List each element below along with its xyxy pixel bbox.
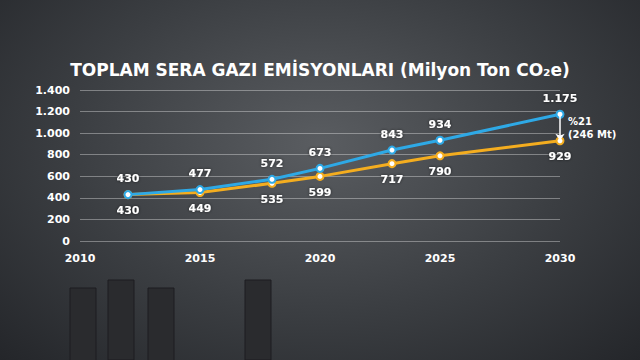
svg-text:TOPLAM SERA GAZI EMİSYONLARI (: TOPLAM SERA GAZI EMİSYONLARI (Milyon Ton… <box>70 59 570 80</box>
svg-text:200: 200 <box>47 213 70 226</box>
svg-text:1.000: 1.000 <box>35 127 70 140</box>
svg-text:2030: 2030 <box>545 252 576 265</box>
svg-text:400: 400 <box>47 191 70 204</box>
svg-text:430: 430 <box>117 204 140 217</box>
svg-text:477: 477 <box>189 167 212 180</box>
svg-text:790: 790 <box>429 165 452 178</box>
svg-text:800: 800 <box>47 148 70 161</box>
svg-text:(246 Mt): (246 Mt) <box>568 129 616 140</box>
svg-text:929: 929 <box>549 150 572 163</box>
svg-text:2015: 2015 <box>185 252 216 265</box>
svg-text:599: 599 <box>309 186 332 199</box>
svg-text:2020: 2020 <box>305 252 336 265</box>
svg-text:572: 572 <box>261 157 284 170</box>
svg-text:843: 843 <box>381 128 404 141</box>
svg-text:1.400: 1.400 <box>35 84 70 97</box>
svg-text:1.175: 1.175 <box>543 92 578 105</box>
svg-text:673: 673 <box>309 146 332 159</box>
svg-text:600: 600 <box>47 170 70 183</box>
svg-text:%21: %21 <box>568 116 592 127</box>
svg-text:2010: 2010 <box>65 252 96 265</box>
svg-text:1.200: 1.200 <box>35 105 70 118</box>
svg-text:717: 717 <box>381 173 404 186</box>
svg-text:0: 0 <box>62 235 70 248</box>
svg-text:449: 449 <box>189 202 212 215</box>
svg-text:2025: 2025 <box>425 252 456 265</box>
svg-text:430: 430 <box>117 172 140 185</box>
svg-text:535: 535 <box>261 193 284 206</box>
svg-text:934: 934 <box>429 118 452 131</box>
